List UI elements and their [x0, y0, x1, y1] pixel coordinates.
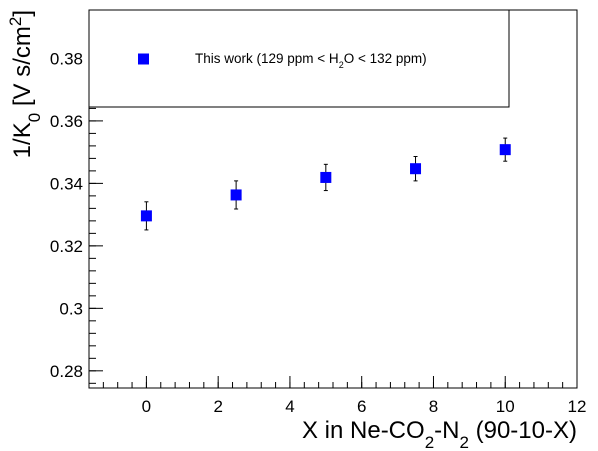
- data-point: [140, 210, 152, 222]
- legend: This work (129 ppm < H2O < 132 ppm): [88, 9, 510, 108]
- x-axis-label: X in Ne-CO2-N2 (90-10-X): [302, 417, 577, 451]
- x-tick-label: 12: [568, 397, 587, 416]
- data-point: [320, 171, 332, 183]
- legend-marker: [138, 53, 149, 65]
- y-tick-label: 0.32: [50, 237, 83, 256]
- data-point: [499, 144, 511, 156]
- x-tick-label: 0: [142, 397, 151, 416]
- x-tick-label: 10: [496, 397, 515, 416]
- legend-label: This work (129 ppm < H2O < 132 ppm): [195, 51, 427, 70]
- x-tick-label: 2: [213, 397, 222, 416]
- y-tick-label: 0.34: [50, 174, 83, 193]
- axes: 0 2 4 6 8 10 12 0.28 0.3 0.32 0.34 0.36 0.38: [50, 9, 587, 416]
- x-tick-label: 8: [429, 397, 438, 416]
- y-tick-label: 0.3: [59, 299, 83, 318]
- data-points: [140, 137, 511, 231]
- data-point: [230, 189, 242, 201]
- y-axis-label: 1/K0 [V s/cm2]: [6, 10, 44, 158]
- y-tick-label: 0.38: [50, 49, 83, 68]
- y-tick-label: 0.28: [50, 362, 83, 381]
- x-tick-label: 6: [357, 397, 366, 416]
- x-tick-label: 4: [285, 397, 294, 416]
- legend-box: [88, 9, 510, 108]
- y-tick-label: 0.36: [50, 112, 83, 131]
- data-point: [410, 163, 422, 175]
